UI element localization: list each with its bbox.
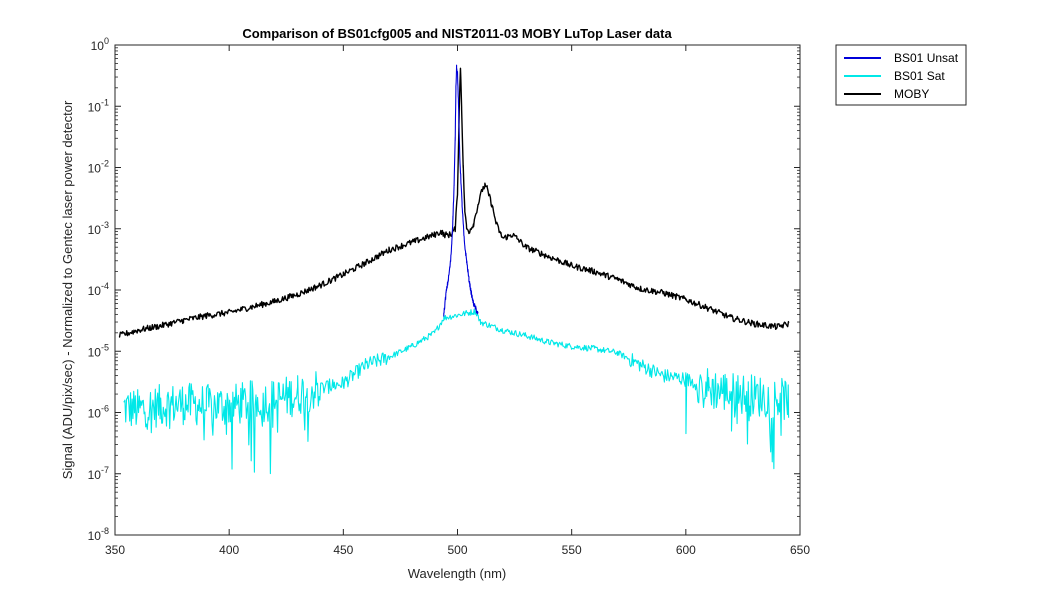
y-tick-label: 10-6 [88, 404, 109, 421]
series-layer [118, 64, 790, 475]
x-tick-label: 650 [790, 543, 810, 557]
series-line-moby [118, 67, 790, 338]
y-tick-label: 10-1 [88, 97, 109, 114]
y-tick-label: 10-2 [88, 159, 109, 176]
y-tick-label: 10-3 [88, 220, 109, 237]
y-tick-label: 10-4 [88, 281, 109, 298]
x-tick-label: 550 [562, 543, 582, 557]
plot-area [115, 45, 800, 535]
x-tick-label: 500 [447, 543, 467, 557]
ticks-layer: 350 400 450 500 550 600 650 100 10-1 10-2 10-3 10-4… [88, 36, 811, 557]
y-tick-label: 10-8 [88, 526, 109, 543]
legend-entry: BS01 Unsat [894, 51, 959, 65]
y-axis-label: Signal (ADU/pix/sec) - Normalized to Gen… [60, 100, 75, 479]
x-tick-label: 600 [676, 543, 696, 557]
y-tick-label: 100 [91, 36, 109, 53]
chart-title: Comparison of BS01cfg005 and NIST2011-03… [242, 26, 672, 41]
y-tick-label: 10-7 [88, 465, 109, 482]
y-tick-label: 10-5 [88, 342, 109, 359]
series-line-bs01-sat [123, 308, 790, 475]
legend-entry: BS01 Sat [894, 69, 945, 83]
legend: BS01 Unsat BS01 Sat MOBY [835, 44, 967, 106]
x-tick-label: 350 [105, 543, 125, 557]
x-tick-label: 400 [219, 543, 239, 557]
x-axis-label: Wavelength (nm) [408, 566, 507, 581]
x-tick-label: 450 [333, 543, 353, 557]
legend-entry: MOBY [894, 87, 929, 101]
series-line-bs01-unsat [443, 64, 479, 317]
